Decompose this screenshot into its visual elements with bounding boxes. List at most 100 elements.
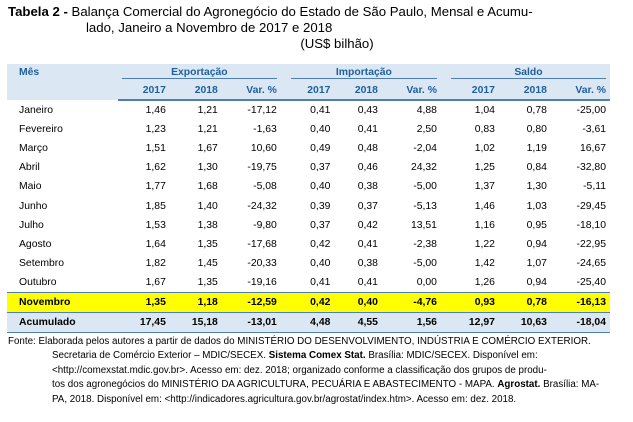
table-row: Agosto 1,64 1,35 -17,68 0,42 0,41 -2,38 1,22 0,9… [7, 235, 610, 254]
value-cell: 0,93 [446, 291, 499, 313]
source-text: PA, 2018. Disponível em: <http://indicad… [52, 393, 517, 405]
value-cell: 1,02 [474, 143, 495, 155]
table-row: Outubro 1,67 1,35 -19,16 0,41 0,41 0,00 1,26 0,9… [7, 273, 610, 293]
value-cell: 13,51 [410, 219, 437, 231]
title-line-1: Tabela 2 - Balança Comercial do Agronegó… [8, 4, 626, 20]
value-cell: 1,67 [145, 276, 166, 288]
source-line: tos dos agronegócios do MINISTÉRIO DA AG… [8, 378, 618, 392]
value-cell: 1,40 [197, 200, 218, 212]
month-cell: Maio [19, 181, 42, 193]
value-cell: -25,00 [576, 105, 606, 117]
value-cell: -24,65 [576, 257, 606, 269]
value-cell: 0,40 [310, 181, 331, 193]
value-cell: 1,18 [169, 291, 222, 313]
value-cell: 0,37 [310, 219, 331, 231]
highlight-row-novembro: Novembro 1,35 1,18 -12,59 0,42 0,40 -4,76 0,93 0… [7, 291, 610, 313]
table-body: Janeiro 1,46 1,21 -17,12 0,41 0,43 4,88 1,04 0,7… [7, 100, 610, 333]
value-cell: 2,50 [416, 124, 437, 136]
source-line: Fonte: Elaborada pelos autores a partir … [8, 335, 618, 349]
value-cell: 0,49 [310, 143, 331, 155]
value-cell: 1,46 [474, 200, 495, 212]
title-line-2: lado, Janeiro a Novembro de 2017 e 2018 [86, 20, 333, 35]
title-text: Balança Comercial do Agronegócio do Esta… [71, 4, 533, 19]
month-column-header: Mês [7, 64, 118, 100]
source-text: Brasília: MDIC/SECEX. Disponível em: [365, 350, 538, 362]
value-cell: -18,10 [576, 219, 606, 231]
value-cell: 16,67 [579, 143, 606, 155]
value-cell: -5,11 [583, 181, 606, 193]
value-cell: 1,38 [197, 219, 218, 231]
value-cell: 1,67 [197, 143, 218, 155]
value-cell: 1,19 [526, 143, 547, 155]
value-cell: -32,80 [576, 162, 606, 174]
source-text: <http://comexstat.mdic.gov.br>. Acesso e… [52, 364, 547, 376]
value-cell: 1,03 [526, 200, 547, 212]
value-cell: 0,83 [474, 124, 495, 136]
value-cell: 0,42 [357, 219, 378, 231]
month-cell: Fevereiro [19, 124, 63, 136]
table-row: Julho 1,53 1,38 -9,80 0,37 0,42 13,51 1,16 0,95 -… [7, 216, 610, 235]
value-cell: 0,37 [357, 200, 378, 212]
value-cell: 0,80 [526, 124, 547, 136]
table-title: Tabela 2 - Balança Comercial do Agronegó… [8, 4, 626, 52]
value-cell: -9,80 [253, 219, 277, 231]
value-cell: 1,46 [145, 105, 166, 117]
value-cell: -29,45 [576, 200, 606, 212]
source-line: <http://comexstat.mdic.gov.br>. Acesso e… [8, 364, 618, 378]
group-header-importacao: Importação [286, 64, 441, 81]
value-cell: 0,84 [526, 162, 547, 174]
value-cell: 1,35 [117, 291, 170, 313]
source-text: tos dos agronegócios do MINISTÉRIO DA AG… [52, 379, 498, 391]
value-cell: -19,75 [247, 162, 277, 174]
subheader-cell: Var. % [221, 81, 281, 101]
subheader-cell: Var. % [550, 81, 610, 101]
source-text: Brasília: MA- [540, 379, 600, 391]
value-cell: -12,59 [221, 291, 281, 313]
subheader-cell: 2017 [446, 81, 499, 101]
value-cell: -5,08 [253, 181, 277, 193]
value-cell: -19,16 [247, 276, 277, 288]
value-cell: 1,85 [145, 200, 166, 212]
value-cell: 1,77 [145, 181, 166, 193]
subheader-cell: 2018 [498, 81, 551, 101]
month-cell: Acumulado [7, 312, 118, 333]
group-header-saldo: Saldo [446, 64, 610, 81]
value-cell: 4,55 [334, 312, 382, 333]
subheader-cell: Var. % [381, 81, 441, 101]
value-cell: -5,13 [413, 200, 437, 212]
month-cell: Outubro [19, 276, 57, 288]
value-cell: 0,94 [526, 276, 547, 288]
value-cell: 0,41 [310, 276, 331, 288]
value-cell: 0,42 [310, 238, 331, 250]
value-cell: 1,04 [474, 105, 495, 117]
value-cell: 0,42 [286, 291, 335, 313]
month-cell: Janeiro [19, 104, 54, 116]
value-cell: -2,38 [413, 238, 437, 250]
value-cell: 0,78 [498, 291, 551, 313]
source-text: Fonte: Elaborada pelos autores a partir … [8, 336, 591, 347]
value-cell: -3,61 [582, 124, 606, 136]
value-cell: -17,12 [247, 105, 277, 117]
value-cell: 0,38 [357, 181, 378, 193]
subheader-row: 2017 2018 Var. % 2017 2018 Var. % 2017 2… [7, 81, 610, 101]
value-cell: 0,00 [416, 276, 437, 288]
value-cell: 1,07 [526, 257, 547, 269]
value-cell: 0,43 [357, 105, 378, 117]
value-cell: 1,26 [474, 276, 495, 288]
value-cell: -18,04 [550, 312, 610, 333]
value-cell: 12,97 [446, 312, 499, 333]
table-row: Janeiro 1,46 1,21 -17,12 0,41 0,43 4,88 1,04 0,7… [7, 100, 610, 120]
value-cell: -13,01 [221, 312, 281, 333]
value-cell: 0,46 [357, 162, 378, 174]
table-row: Maio 1,77 1,68 -5,08 0,40 0,38 -5,00 1,37 1,30 -5… [7, 177, 610, 196]
value-cell: -24,32 [247, 200, 277, 212]
subheader-cell: 2018 [334, 81, 382, 101]
value-cell: 0,48 [357, 143, 378, 155]
value-cell: 0,40 [334, 291, 382, 313]
table-row: Abril 1,62 1,30 -19,75 0,37 0,46 24,32 1,25 0,84… [7, 158, 610, 177]
group-header-row: Mês Exportação Importação Saldo [7, 64, 610, 100]
table-row: Setembro 1,82 1,45 -20,33 0,40 0,38 -5,00 1,42 1… [7, 254, 610, 273]
value-cell: 1,35 [197, 238, 218, 250]
table-row: Fevereiro 1,23 1,21 -1,63 0,40 0,41 2,50 0,83 0,… [7, 120, 610, 139]
table-row: Junho 1,85 1,40 -24,32 0,39 0,37 -5,13 1,46 1,03… [7, 196, 610, 215]
